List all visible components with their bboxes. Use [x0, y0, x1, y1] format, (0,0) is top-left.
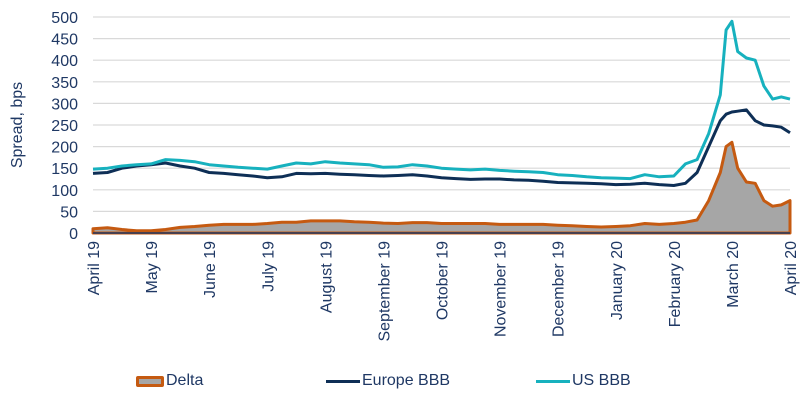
legend-item-delta: Delta	[136, 366, 203, 396]
x-tick-label: August 19	[318, 241, 335, 313]
us-bbb-swatch-icon	[536, 379, 570, 383]
legend-label-delta: Delta	[166, 372, 204, 389]
y-tick-label: 0	[69, 226, 78, 243]
x-tick-label: December 19	[551, 241, 568, 337]
y-tick-label: 250	[51, 118, 78, 135]
europe-bbb-swatch-icon	[326, 379, 360, 383]
y-tick-label: 100	[51, 183, 78, 200]
x-tick-label: April 20	[783, 241, 800, 295]
y-tick-label: 450	[51, 32, 78, 49]
x-tick-label: March 20	[725, 241, 742, 308]
series-delta-area	[91, 140, 792, 235]
spread-chart: 0 50 100 150 200 250 300 350 400 450 500 Spread, b…	[9, 10, 800, 342]
delta-swatch-icon	[136, 375, 164, 387]
y-axis-ticks: 0 50 100 150 200 250 300 350 400 450 500	[51, 10, 78, 243]
x-axis-ticks: April 19 May 19 June 19 July 19 August 19 Sep…	[86, 241, 800, 342]
y-tick-label: 300	[51, 96, 78, 113]
y-tick-label: 350	[51, 75, 78, 92]
series-us-bbb-line	[92, 19, 791, 181]
legend: Delta Europe BBB US BBB	[0, 366, 806, 396]
y-tick-label: 500	[51, 10, 78, 27]
series-group	[91, 19, 792, 235]
x-tick-label: January 20	[609, 241, 626, 320]
x-tick-label: February 20	[667, 241, 684, 327]
x-tick-label: June 19	[202, 241, 219, 298]
y-tick-label: 50	[60, 204, 78, 221]
y-tick-label: 200	[51, 140, 78, 157]
y-axis-label: Spread, bps	[9, 82, 26, 168]
legend-label-us-bbb: US BBB	[572, 372, 631, 389]
y-tick-label: 150	[51, 161, 78, 178]
legend-item-us-bbb: US BBB	[536, 366, 631, 396]
x-tick-label: April 19	[86, 241, 103, 295]
y-tick-label: 400	[51, 53, 78, 70]
x-tick-label: July 19	[260, 241, 277, 292]
legend-item-europe-bbb: Europe BBB	[326, 366, 450, 396]
x-tick-label: May 19	[144, 241, 161, 294]
x-tick-label: October 19	[435, 241, 452, 320]
x-tick-label: November 19	[493, 241, 510, 337]
x-tick-label: September 19	[376, 241, 393, 342]
series-europe-bbb-line	[92, 108, 791, 187]
gridlines	[93, 16, 790, 212]
legend-label-europe-bbb: Europe BBB	[362, 372, 451, 389]
